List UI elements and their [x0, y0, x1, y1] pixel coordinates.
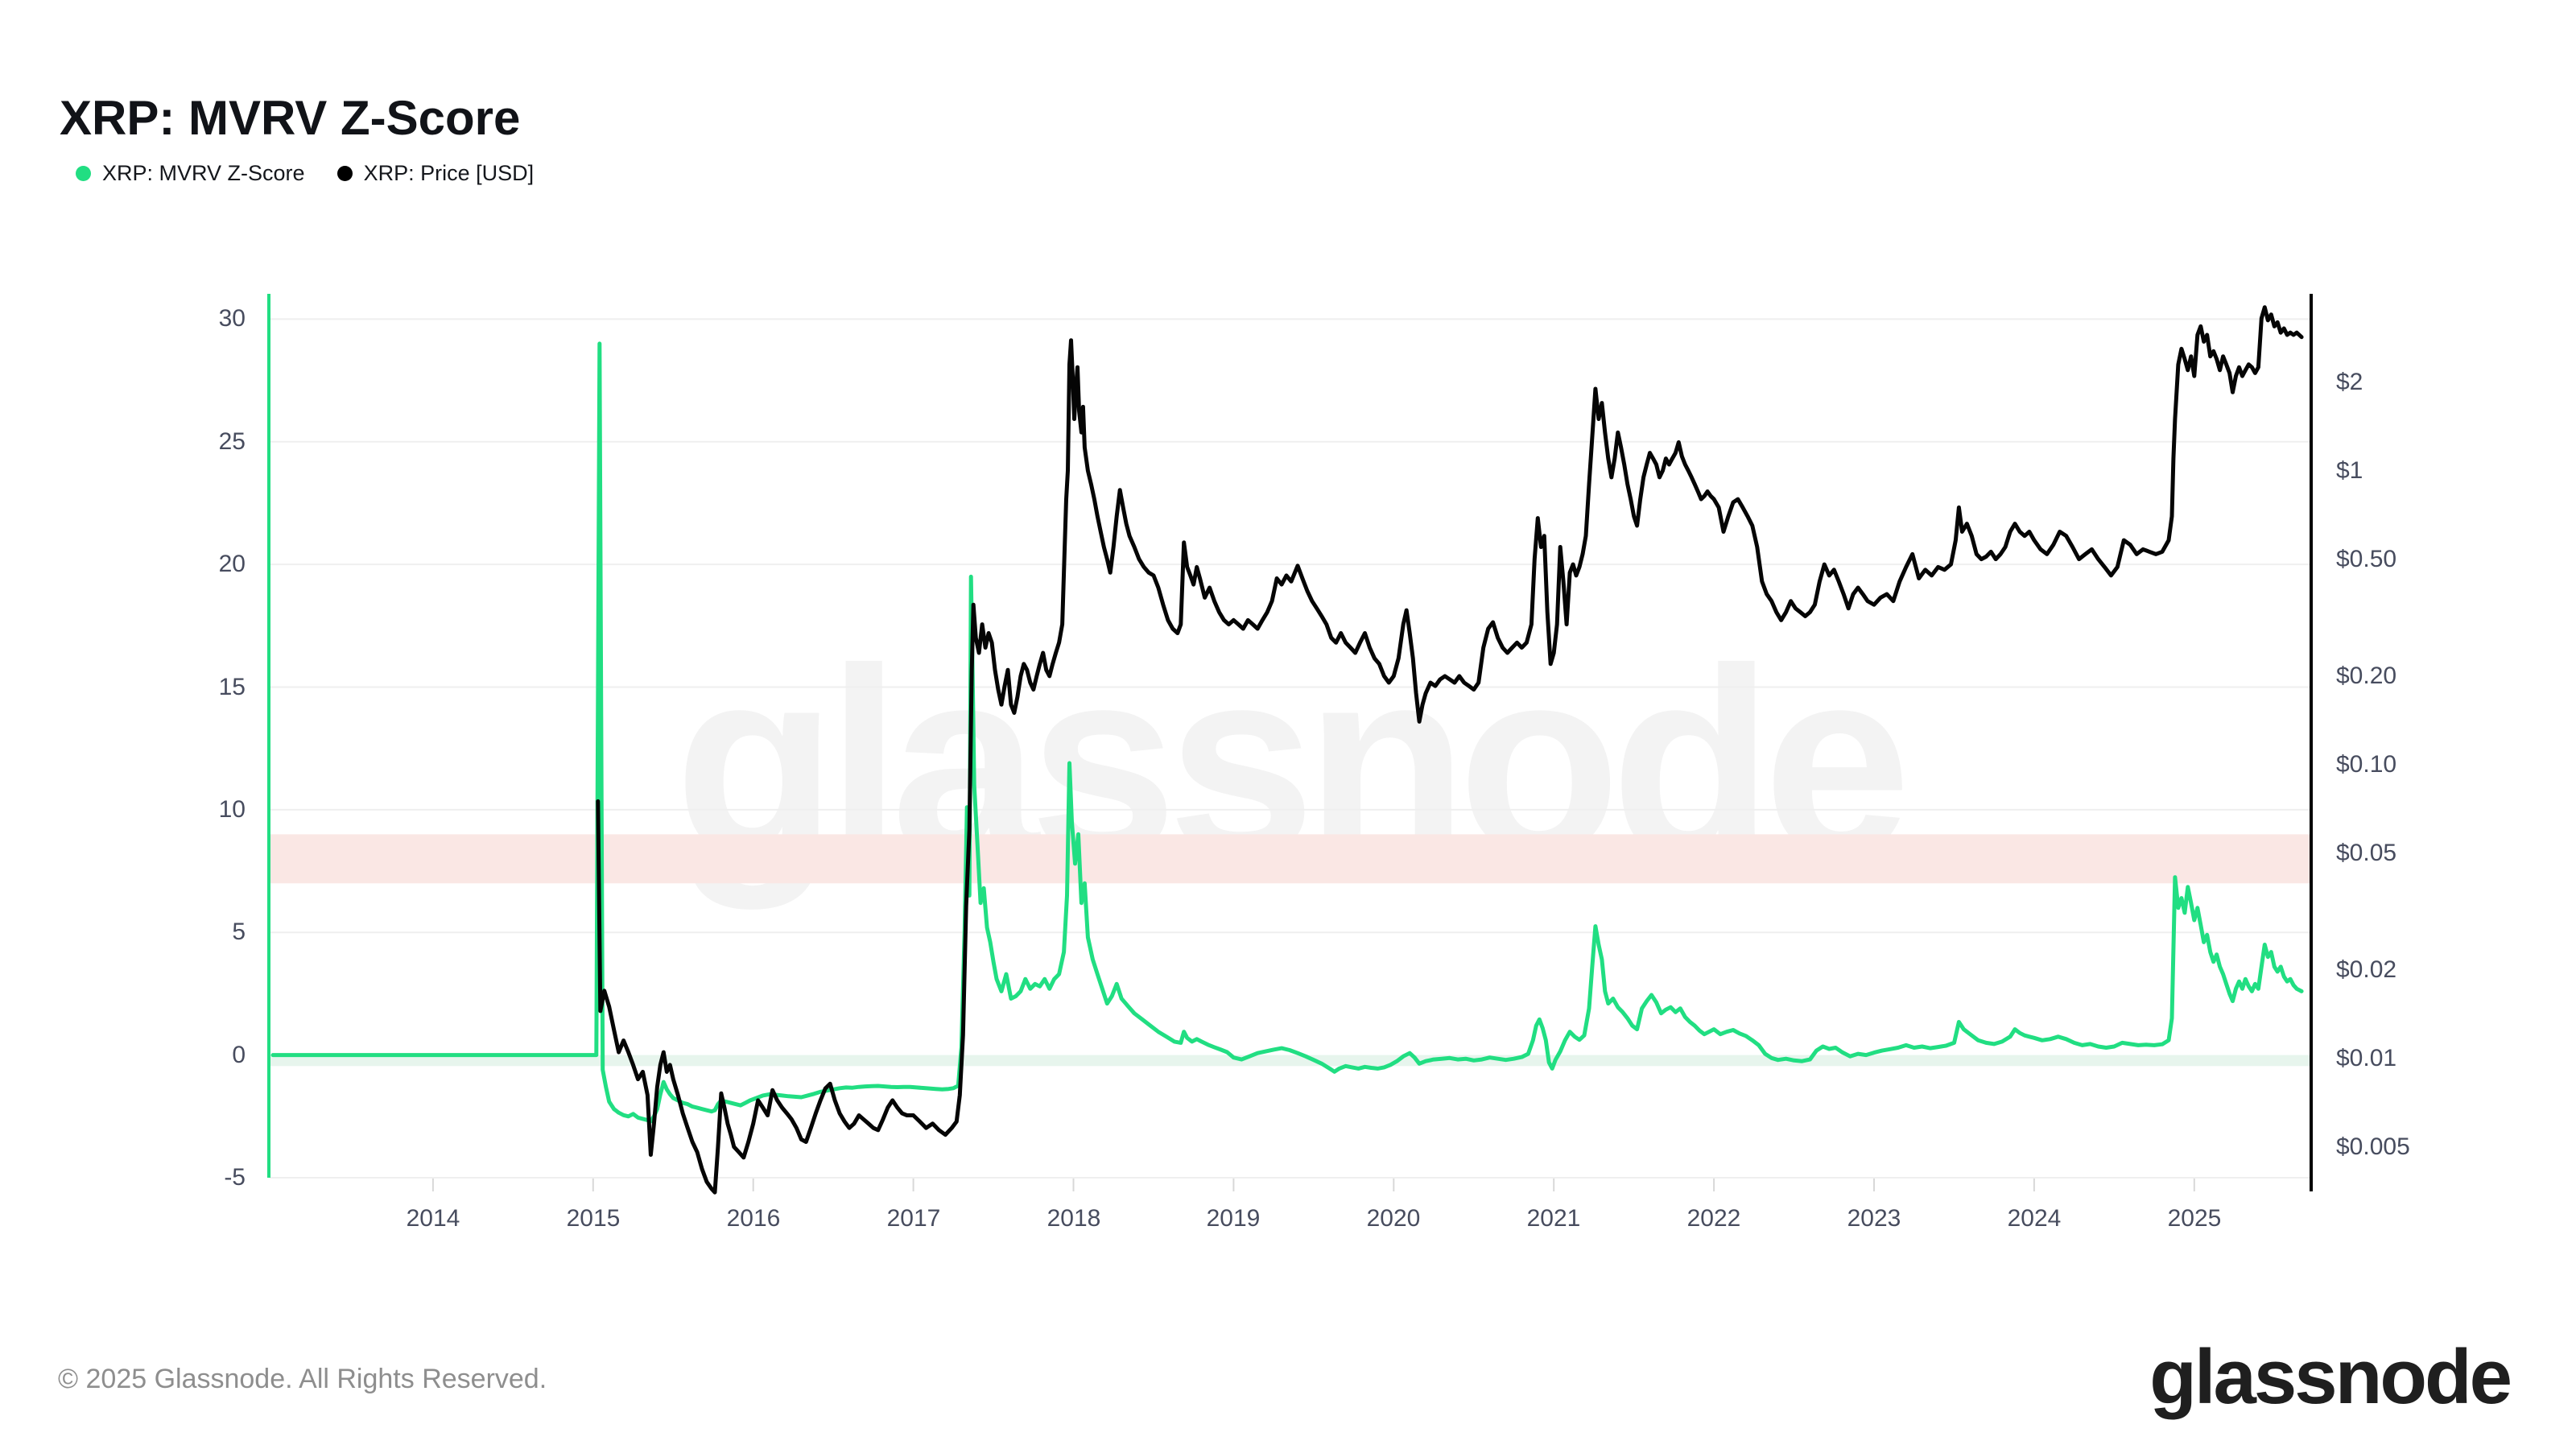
legend-label-price: XRP: Price [USD]	[363, 161, 535, 185]
plot-band	[270, 834, 2310, 884]
y-axis-label-right: $2	[2336, 369, 2363, 395]
y-axis-label-right: $0.01	[2336, 1045, 2397, 1071]
y-axis-label-left: 10	[218, 796, 246, 823]
legend-item-mvrv-z-score[interactable]: XRP: MVRV Z-Score	[76, 161, 305, 186]
mvrv-series-dot-icon	[76, 166, 91, 181]
x-axis-label: 2014	[406, 1205, 460, 1232]
legend-item-price[interactable]: XRP: Price [USD]	[336, 161, 535, 186]
legend-label-mvrv: XRP: MVRV Z-Score	[102, 161, 305, 185]
glassnode-logo: glassnode	[2149, 1334, 2512, 1420]
x-axis-label: 2015	[566, 1205, 621, 1232]
page-title: XRP: MVRV Z-Score	[60, 91, 521, 146]
mvrv-z-score-line	[270, 341, 2304, 1124]
y-axis-label-right: $0.005	[2336, 1133, 2410, 1160]
y-axis-label-right: $0.02	[2336, 956, 2397, 983]
y-axis-label-right: $0.10	[2336, 751, 2397, 778]
x-axis-label: 2023	[1847, 1205, 1901, 1232]
y-axis-label-right: $0.20	[2336, 663, 2397, 689]
y-axis-label-left: 25	[218, 428, 246, 455]
y-axis-label-left: -5	[224, 1164, 246, 1191]
x-axis-label: 2019	[1206, 1205, 1261, 1232]
y-axis-label-right: $1	[2336, 457, 2363, 484]
y-axis-label-left: 15	[218, 674, 246, 700]
y-axis-label-left: 20	[218, 551, 246, 577]
y-axis-label-left: 30	[218, 305, 246, 332]
x-axis-label: 2020	[1366, 1205, 1421, 1232]
x-axis-label: 2022	[1686, 1205, 1741, 1232]
legend: XRP: MVRV Z-Score XRP: Price [USD]	[76, 161, 534, 186]
x-axis-label: 2017	[886, 1205, 941, 1232]
y-axis-label-right: $0.50	[2336, 546, 2397, 572]
y-axis-label-right: $0.05	[2336, 840, 2397, 866]
x-axis-label: 2021	[1526, 1205, 1581, 1232]
y-axis-label-left: 0	[232, 1042, 246, 1068]
plot-band	[270, 1055, 2310, 1067]
price-series-dot-icon	[336, 166, 353, 181]
x-axis-label: 2018	[1046, 1205, 1101, 1232]
copyright-text: © 2025 Glassnode. All Rights Reserved.	[58, 1364, 547, 1394]
y-axis-label-left: 5	[232, 919, 246, 945]
x-axis-label: 2016	[726, 1205, 781, 1232]
x-axis-label: 2025	[2167, 1205, 2222, 1232]
x-axis-label: 2024	[2007, 1205, 2062, 1232]
price-line	[596, 305, 2304, 1195]
